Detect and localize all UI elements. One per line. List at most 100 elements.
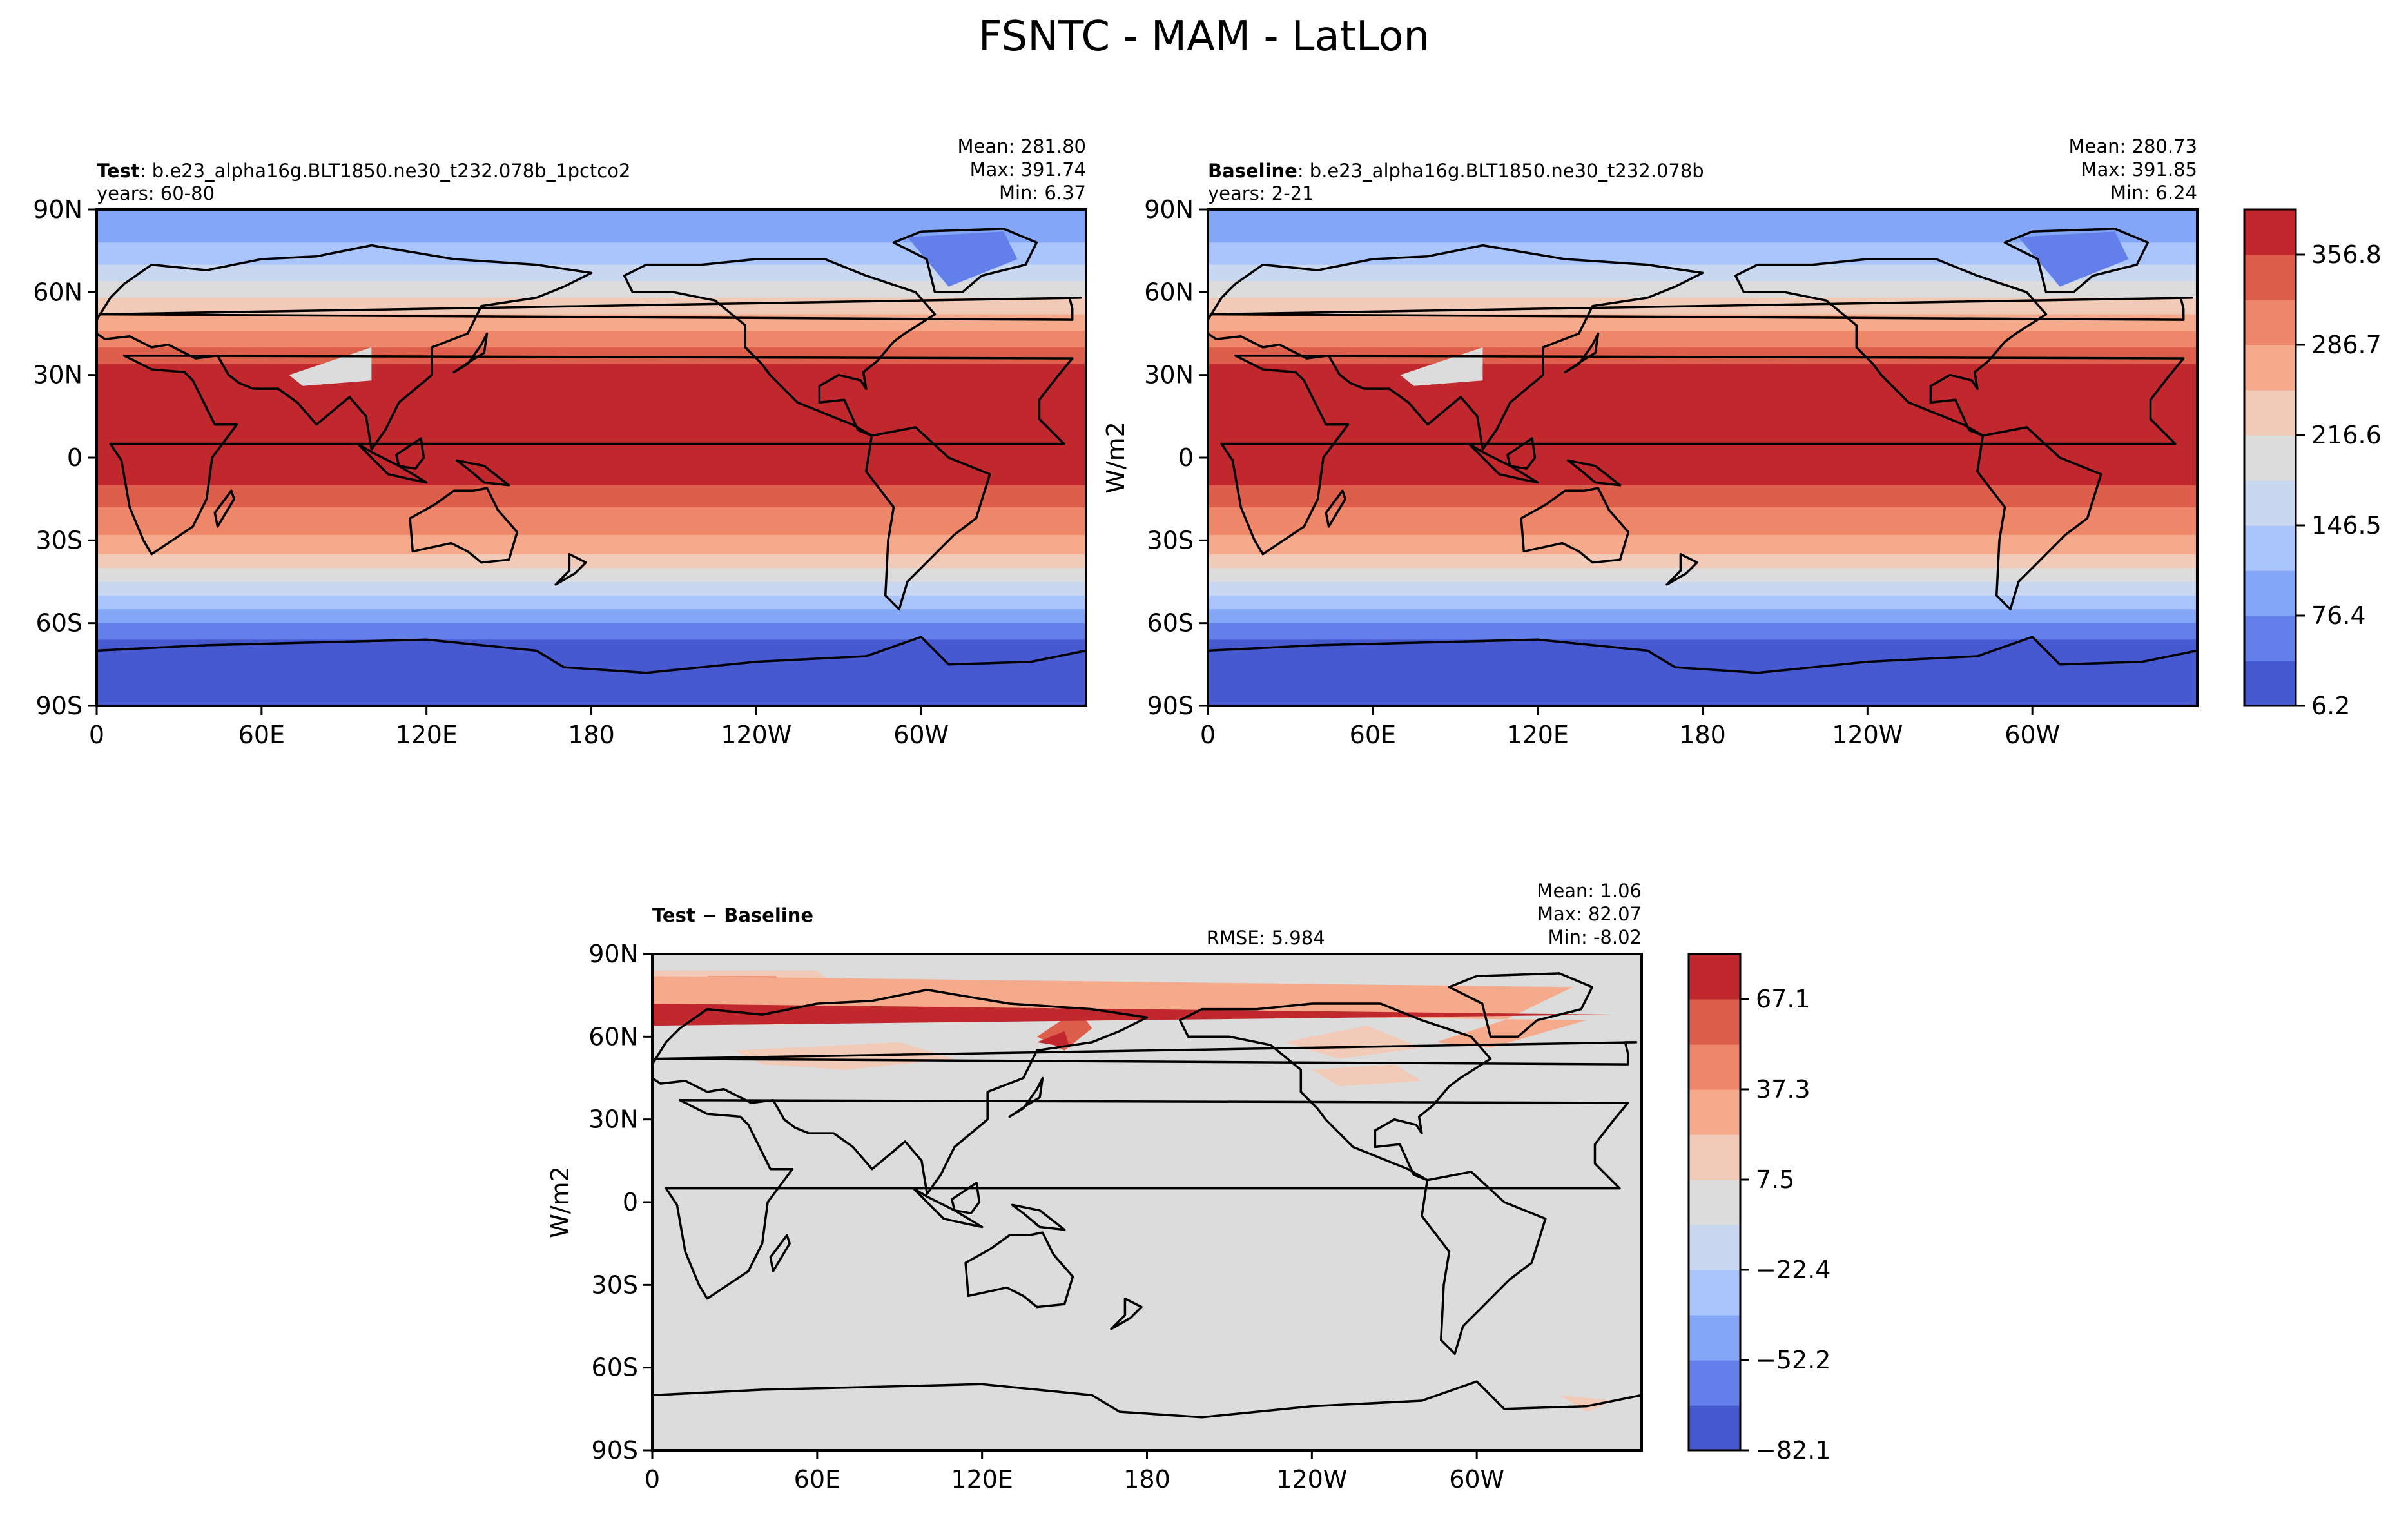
greenland-shading — [907, 231, 1018, 287]
contour-band — [1208, 507, 2197, 536]
y-tick-label: 30S — [1147, 526, 1194, 554]
contour-band — [97, 281, 1086, 298]
contour-band — [1208, 595, 2197, 610]
anomaly-patch — [1559, 1395, 1615, 1412]
figure-title: FSNTC - MAM - LatLon — [978, 13, 1430, 61]
x-tick-label: 60E — [238, 721, 285, 749]
contour-band — [1208, 534, 2197, 555]
y-tick-label: 30N — [588, 1105, 638, 1134]
y-tick-label: 60N — [588, 1022, 638, 1051]
panel-stat: Max: 82.07 — [1537, 903, 1642, 925]
axes-frame — [651, 953, 1643, 1452]
coastline — [652, 988, 1149, 1195]
panel-stat: Min: 6.37 — [999, 182, 1086, 204]
colorbar-tick-label: 286.7 — [2311, 331, 2382, 359]
colorbar-segment — [1689, 1225, 1740, 1270]
colorbar-tick-label: −22.4 — [1756, 1256, 1830, 1284]
panel-rmse: RMSE: 5.984 — [1207, 927, 1325, 949]
coastline — [213, 489, 235, 528]
contour-band — [97, 623, 1086, 641]
contour-band — [97, 507, 1086, 536]
x-tick-label: 60W — [2005, 721, 2060, 749]
panel-test: 0 60E 120E 180 120W 60W 90N 60N 30N 0 30S 60S 90S Tes… — [33, 135, 1087, 749]
panel-years: years: 60-80 — [97, 182, 215, 204]
coastline — [2003, 228, 2150, 294]
panel-title: Baseline: b.e23_alpha16g.BLT1850.ne30_t2… — [1208, 160, 1704, 182]
panel-baseline: 0 60E 120E 180 120W 60W 90N 60N 30N 0 30S 60S 90S Bas… — [1102, 135, 2199, 749]
colorbar-segment — [1689, 1405, 1740, 1451]
y-tick-label: 0 — [623, 1188, 638, 1216]
coastline — [1665, 552, 1698, 586]
coastline — [1011, 1203, 1066, 1231]
y-tick-label: 30N — [33, 361, 83, 389]
y-tick-label: 0 — [67, 443, 83, 472]
colorbar-segment — [1689, 1134, 1740, 1180]
field — [1208, 209, 2197, 706]
coastline — [865, 426, 991, 611]
x-tick-label: 120W — [1832, 721, 1903, 749]
coastline — [951, 1182, 981, 1214]
coastline — [654, 1041, 1638, 1066]
x-tick-label: 120W — [1276, 1465, 1347, 1494]
coastline — [652, 1380, 1642, 1450]
x-tick-label: 120E — [395, 721, 458, 749]
y-tick-label: 0 — [1178, 443, 1194, 472]
colorbar-segment — [2244, 345, 2296, 391]
coastline — [1976, 426, 2102, 611]
x-tick-label: 180 — [568, 721, 615, 749]
y-tick-label: 90S — [36, 692, 83, 720]
coastline — [1506, 437, 1537, 470]
greenland-shading — [2018, 231, 2129, 287]
axes-frame — [1207, 208, 2199, 707]
coastline — [109, 354, 1074, 556]
contour-band — [1208, 581, 2197, 596]
y-tick-label: 60S — [36, 609, 83, 637]
panel-stat: Max: 391.85 — [2081, 159, 2197, 180]
colorbar-tick-label: 356.8 — [2311, 240, 2382, 269]
colorbar-segment — [1689, 954, 1740, 1000]
field — [652, 954, 1642, 1450]
field — [97, 209, 1086, 706]
coastline — [892, 228, 1038, 294]
contour-band — [97, 639, 1086, 706]
colorbar-segment — [1689, 999, 1740, 1045]
contour-band — [1208, 281, 2197, 298]
coastline — [769, 1234, 791, 1272]
contour-band — [97, 595, 1086, 610]
contour-band — [97, 485, 1086, 508]
contour-band — [97, 331, 1086, 348]
coastline — [665, 1098, 1629, 1300]
y-axis-label: W/m2 — [546, 1166, 574, 1238]
coastline — [1520, 487, 1630, 564]
contour-band — [97, 364, 1086, 486]
coastline — [1178, 1002, 1492, 1182]
y-tick-label: 90N — [1144, 195, 1194, 224]
colorbar-segment — [2244, 480, 2296, 526]
colorbar-main: 356.8 286.7 216.6 146.5 76.4 6.2 — [2243, 208, 2382, 720]
y-tick-label: 30S — [36, 526, 83, 554]
coastline — [912, 1187, 984, 1229]
colorbar-tick-label: 146.5 — [2311, 511, 2382, 540]
colorbar-segment — [2244, 435, 2296, 481]
y-tick-label: 30S — [592, 1270, 638, 1299]
coastline — [356, 442, 428, 484]
colorbar-tick-label: −82.1 — [1756, 1436, 1830, 1464]
colorbar-segment — [1689, 1270, 1740, 1316]
x-tick-label: 0 — [89, 721, 104, 749]
colorbar-frame — [1687, 953, 1742, 1452]
coastline — [554, 552, 587, 586]
coastline — [97, 636, 1086, 706]
y-tick-label: 90N — [588, 940, 638, 968]
colorbar-segment — [1689, 1089, 1740, 1135]
contour-band — [1208, 623, 2197, 641]
axes-frame — [95, 208, 1087, 707]
coastline — [1110, 1297, 1143, 1330]
colorbar-segment — [2244, 255, 2296, 300]
panel-years: years: 2-21 — [1208, 182, 1314, 204]
panel-stat: Mean: 281.80 — [958, 135, 1086, 157]
panel-difference: 0 60E 120E 180 120W 60W 90N 60N 30N 0 30S 60S 90S Tes… — [546, 880, 1643, 1494]
y-tick-label: 60N — [33, 278, 83, 306]
x-tick-label: 120E — [951, 1465, 1013, 1494]
x-tick-label: 0 — [1200, 721, 1216, 749]
